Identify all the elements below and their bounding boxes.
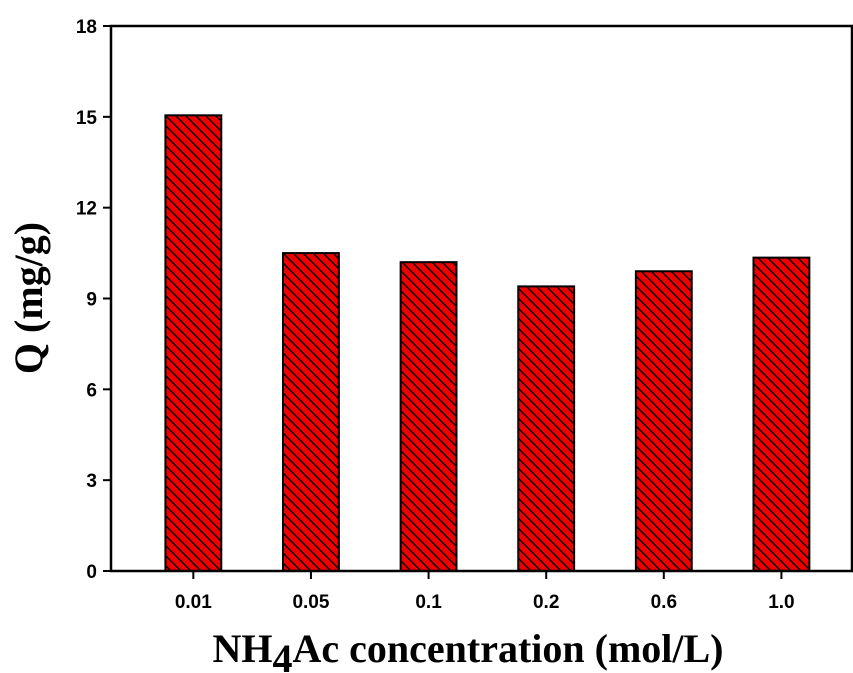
bar-hatch: [752, 256, 811, 572]
x-tick-label: 0.2: [533, 592, 559, 613]
x-axis: 0.01 0.05 0.1 0.2 0.6 1.0: [175, 571, 795, 613]
bar-hatch: [282, 252, 340, 572]
bars-group: [164, 114, 811, 572]
y-axis-title: Q (mg/g): [6, 222, 51, 374]
x-tick-label: 1.0: [768, 592, 794, 613]
y-tick-label: 15: [76, 108, 98, 129]
bar-hatch: [399, 261, 458, 572]
x-tick-label: 0.01: [175, 592, 212, 613]
x-axis-title: NH4Ac concentration (mol/L): [212, 626, 723, 673]
y-axis: 0 3 6 9 12 15 18: [76, 17, 111, 583]
x-tick-label: 0.05: [292, 592, 329, 613]
y-tick-label: 9: [86, 290, 97, 311]
x-tick-label: 0.1: [415, 592, 442, 613]
y-tick-label: 18: [76, 17, 97, 38]
x-tick-label: 0.6: [651, 592, 677, 613]
y-tick-label: 6: [86, 380, 97, 401]
y-tick-label: 12: [76, 199, 97, 220]
y-tick-label: 0: [86, 562, 97, 583]
bar-hatch: [634, 270, 693, 572]
bar-hatch: [517, 285, 576, 572]
y-tick-label: 3: [86, 471, 97, 492]
bar-hatch: [164, 114, 223, 572]
